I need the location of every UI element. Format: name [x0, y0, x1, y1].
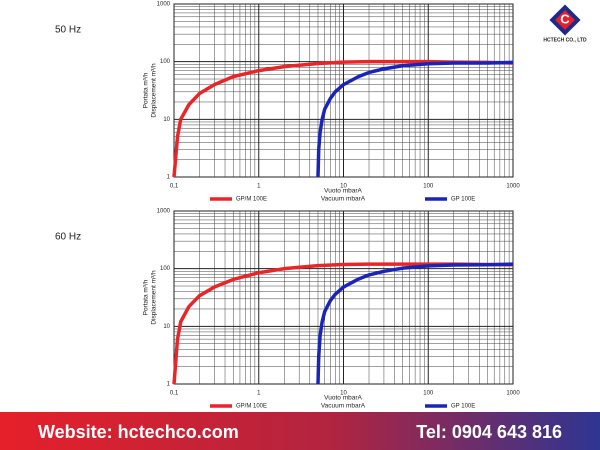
line — [316, 60, 514, 178]
y-tick-label: 1000 — [157, 2, 171, 8]
y-tick-label: 1000 — [157, 209, 171, 215]
x-axis-label: Vacuum mbarA — [321, 403, 366, 410]
footer-phone[interactable]: Tel: 0904 643 816 — [416, 422, 562, 442]
y-axis-label: Portata m³/h — [143, 279, 150, 315]
y-axis-label: Portata m³/h — [143, 72, 150, 108]
x-axis-label: Vacuum mbarA — [321, 196, 366, 203]
legend-label: GP/M 100E — [236, 404, 267, 410]
x-tick-label: 0,1 — [170, 184, 179, 190]
svg-text:C: C — [560, 11, 570, 26]
x-tick-label: 100 — [423, 184, 434, 190]
y-axis-label: Displacement m³/h — [151, 63, 158, 118]
footer-band — [0, 412, 600, 450]
plot-frame — [173, 3, 514, 178]
chart: 50 Hz 0,1 1 10 100 1000 1 10 100 1000 Vuoto mbarAV… — [55, 2, 520, 203]
y-tick-label: 10 — [163, 117, 170, 123]
x-tick-label: 10 — [340, 184, 347, 190]
y-tick-label: 1 — [167, 175, 171, 181]
chart-title: 60 Hz — [55, 232, 81, 243]
y-axis-label: Displacement m³/h — [151, 270, 158, 325]
line — [316, 262, 514, 385]
y-tick-label: 100 — [160, 59, 171, 65]
logo-text: HCTECH CO., LTD — [543, 37, 587, 43]
y-tick-label: 1 — [167, 382, 171, 388]
footer-website[interactable]: Website: hctechco.com — [38, 422, 239, 442]
x-tick-label: 0,1 — [170, 391, 179, 397]
chart-title: 50 Hz — [55, 25, 81, 36]
y-tick-label: 100 — [160, 266, 171, 272]
x-tick-label: 100 — [423, 391, 434, 397]
y-tick-label: 10 — [163, 324, 170, 330]
x-axis-label: Vuoto mbarA — [324, 188, 362, 195]
x-tick-label: 1 — [257, 391, 261, 397]
x-tick-label: 1 — [257, 184, 261, 190]
plot-frame — [173, 210, 514, 385]
x-tick-label: 1000 — [506, 184, 520, 190]
x-tick-label: 1000 — [506, 391, 520, 397]
chart: 60 Hz 0,1 1 10 100 1000 1 10 100 1000 Vuoto mbarAV… — [55, 209, 520, 410]
x-tick-label: 10 — [340, 391, 347, 397]
legend-label: GP 100E — [451, 404, 475, 410]
x-axis-label: Vuoto mbarA — [324, 395, 362, 402]
legend-label: GP/M 100E — [236, 197, 267, 203]
legend-label: GP 100E — [451, 197, 475, 203]
